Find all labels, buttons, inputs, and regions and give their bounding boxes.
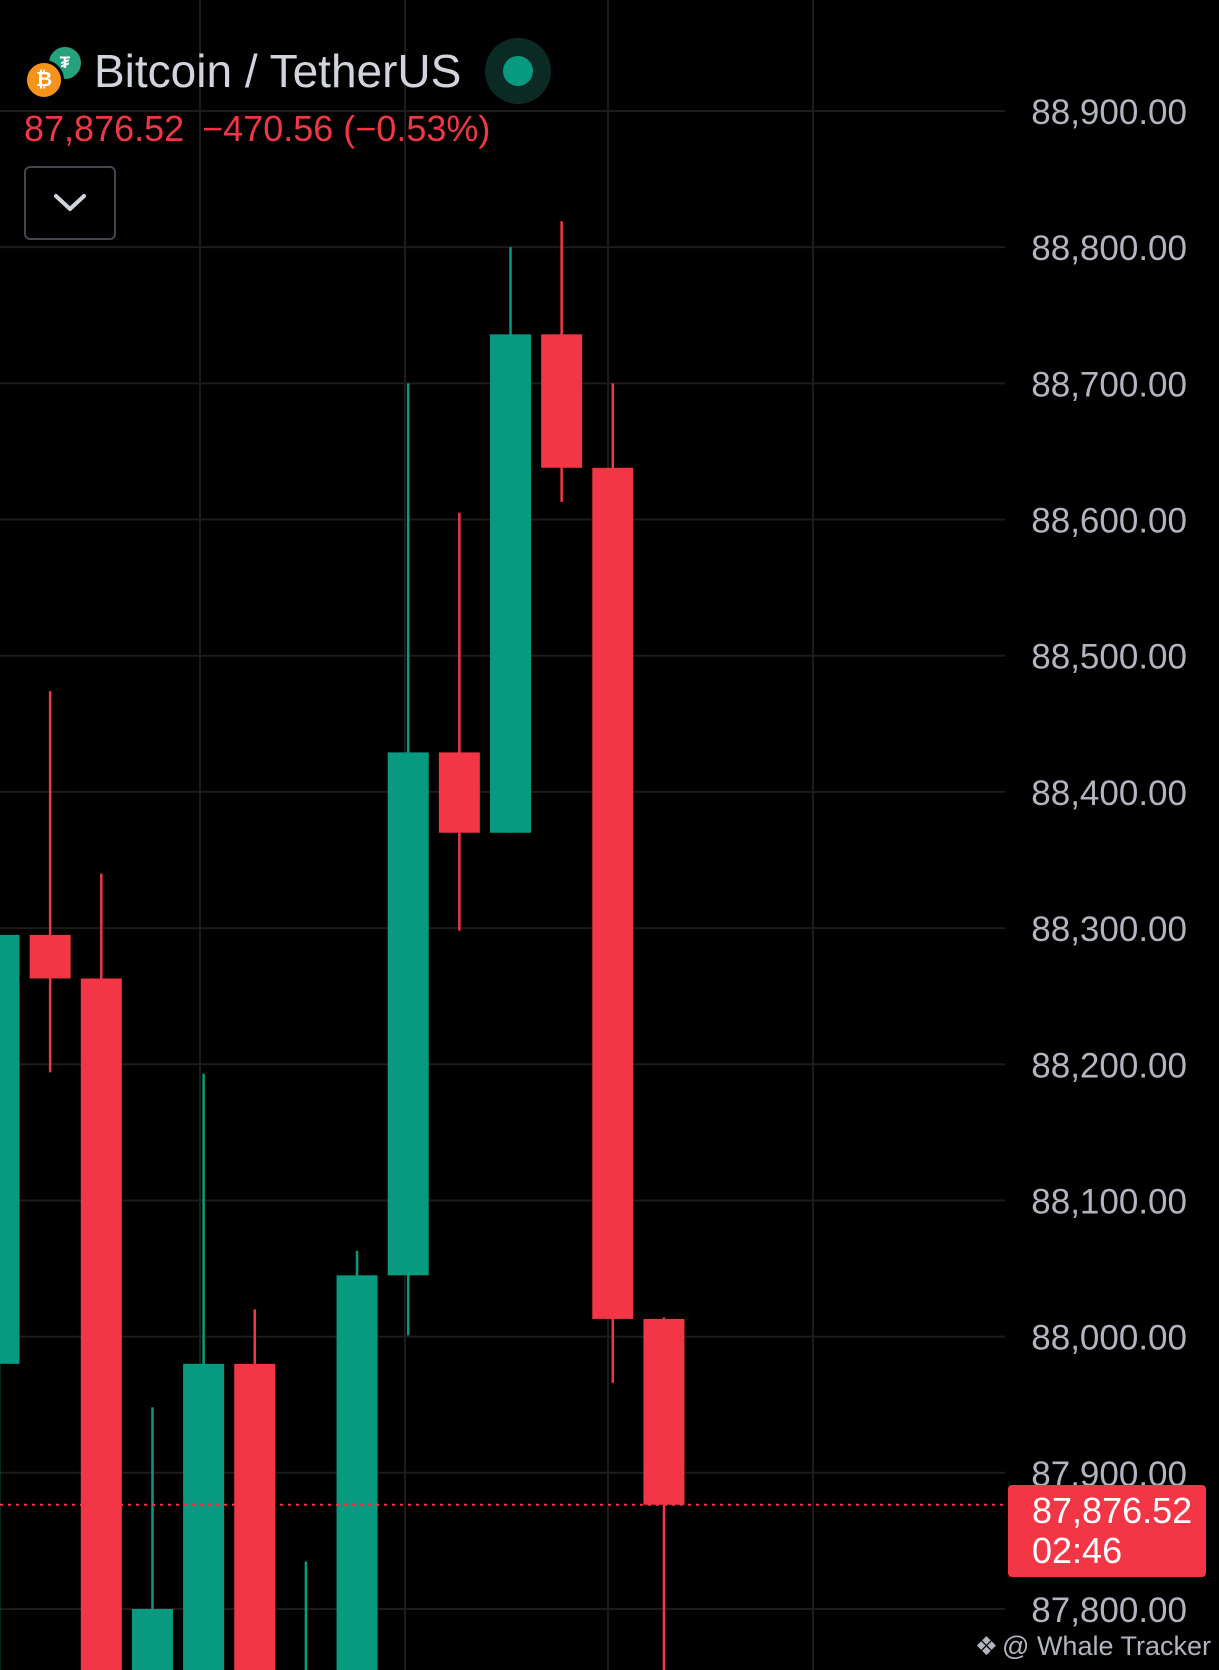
candle-body [234, 1363, 276, 1670]
bar-countdown: 02:46 [1032, 1530, 1123, 1571]
chevron-down-icon [54, 194, 86, 211]
price-axis-tick-label: 88,900.00 [1031, 93, 1187, 132]
candle-body [541, 334, 583, 468]
price-axis-tick-label: 88,700.00 [1031, 365, 1187, 404]
candle [183, 1073, 225, 1670]
price-axis-tick-label: 88,300.00 [1031, 910, 1187, 949]
coin-icons: ₮ ₿ [24, 40, 84, 102]
candle-body [387, 752, 429, 1276]
price-axis-tick-label: 88,400.00 [1031, 774, 1187, 813]
candle-body [490, 334, 531, 833]
candle [643, 1317, 685, 1670]
candles [0, 221, 685, 1670]
candle-body [643, 1318, 685, 1505]
candle [131, 1407, 173, 1670]
last-price-label-value: 87,876.52 [1032, 1490, 1193, 1531]
candle [387, 383, 429, 1336]
candle [0, 934, 20, 1670]
symbol-title[interactable]: Bitcoin / TetherUS [94, 45, 462, 97]
price-axis-tick-label: 88,000.00 [1031, 1319, 1187, 1358]
watermark-text: @ Whale Tracker [1002, 1631, 1211, 1661]
candle-body [183, 1363, 225, 1670]
last-price-label: 87,876.52 02:46 [1008, 1485, 1206, 1577]
symbol-row: ₮ ₿ Bitcoin / TetherUS [24, 38, 552, 104]
last-price: 87,876.52 [24, 108, 185, 149]
candle-body [336, 1275, 378, 1670]
candle-body [131, 1608, 173, 1670]
candle [490, 247, 531, 833]
vertical-grid [199, 0, 814, 1670]
price-axis-tick-label: 88,100.00 [1031, 1182, 1187, 1221]
candle-body [80, 978, 122, 1670]
candle-body [0, 934, 20, 1364]
diamond-logo-icon: ❖ [974, 1631, 999, 1661]
watermark: ❖ @ Whale Tracker [975, 1631, 1211, 1662]
candle [336, 1250, 378, 1670]
price-axis-tick-label: 88,800.00 [1031, 229, 1187, 268]
price-axis-tick-label: 88,500.00 [1031, 638, 1187, 677]
candle [29, 691, 71, 1073]
market-status[interactable] [485, 38, 552, 104]
candle-body [592, 467, 634, 1319]
candle [592, 383, 634, 1383]
collapse-legend-button[interactable] [24, 166, 116, 240]
bitcoin-icon: ₿ [24, 60, 64, 100]
candle [80, 873, 122, 1670]
price-axis[interactable]: 88,900.00 88,800.00 88,700.00 88,600.00 88,5… [1031, 93, 1187, 1630]
symbol-header: ₮ ₿ Bitcoin / TetherUS 87,876.52 −470.56 … [24, 38, 552, 240]
market-open-dot-icon [503, 56, 534, 86]
candle-body [29, 934, 71, 979]
quote-row: 87,876.52 −470.56 (−0.53%) [24, 108, 551, 150]
price-axis-tick-label: 88,600.00 [1031, 502, 1187, 541]
candle-body [438, 752, 480, 833]
price-axis-tick-label: 87,800.00 [1031, 1591, 1187, 1630]
candle [438, 512, 480, 931]
candle [234, 1309, 276, 1670]
price-axis-tick-label: 88,200.00 [1031, 1046, 1187, 1085]
horizontal-grid [0, 110, 1005, 1610]
candle [304, 1561, 308, 1670]
price-change: −470.56 (−0.53%) [202, 108, 491, 149]
candle [541, 221, 583, 502]
